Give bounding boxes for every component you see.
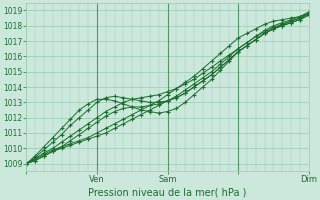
X-axis label: Pression niveau de la mer( hPa ): Pression niveau de la mer( hPa ): [88, 187, 247, 197]
